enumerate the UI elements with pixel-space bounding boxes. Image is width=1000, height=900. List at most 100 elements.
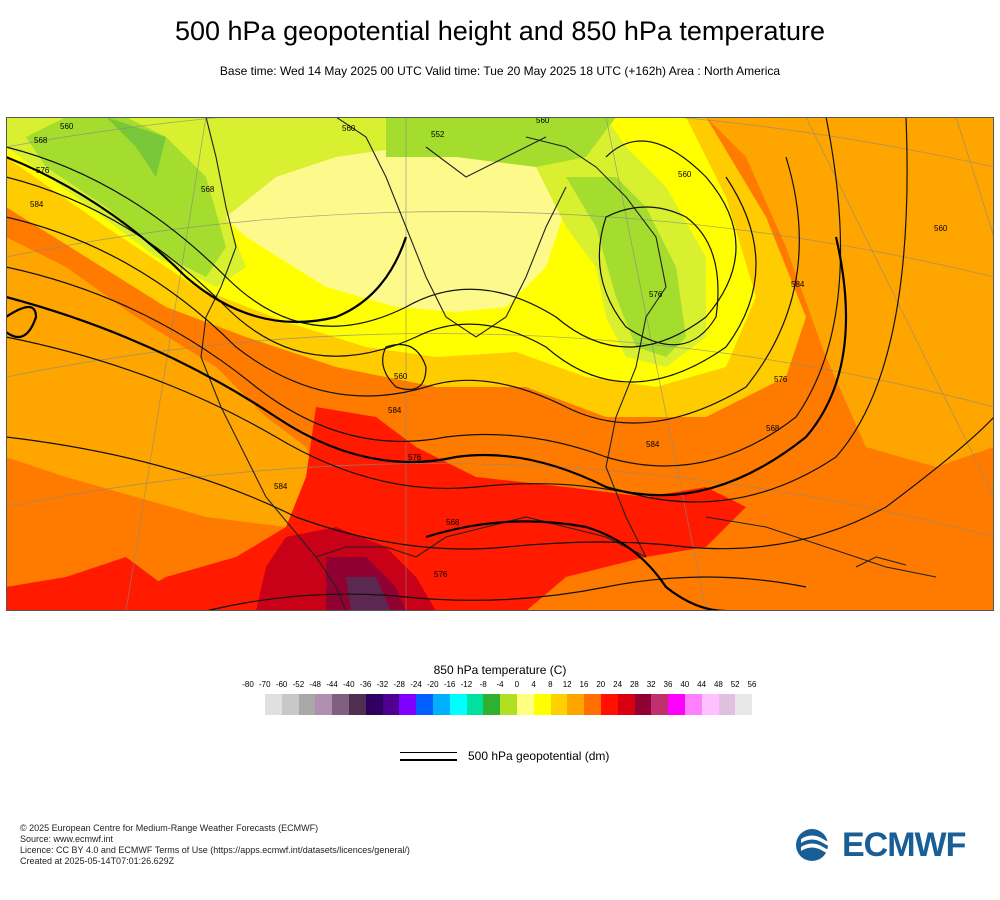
colorbar-swatch	[617, 694, 635, 715]
ecmwf-logo-icon	[796, 829, 839, 861]
coastlines	[200, 117, 937, 611]
colorbar-tick-label: 44	[697, 680, 707, 689]
colorbar-tick-label: 48	[713, 680, 723, 689]
colorbar-swatch	[634, 694, 652, 715]
colorbar-swatch	[684, 694, 702, 715]
colorbar-tick-label: 20	[596, 680, 606, 689]
colorbar-swatch	[516, 694, 534, 715]
colorbar-tick-label: -52	[292, 680, 305, 689]
geopotential-contours	[6, 117, 994, 611]
geopotential-legend-label: 500 hPa geopotential (dm)	[468, 749, 610, 763]
colorbar-swatch	[483, 694, 501, 715]
colorbar-tick-label: 16	[579, 680, 589, 689]
contour-label: 584	[388, 406, 402, 415]
temp-fill-light-orange-east	[706, 117, 994, 467]
colorbar-tick-label: -44	[326, 680, 338, 689]
colorbar-swatch	[281, 694, 299, 715]
colorbar-swatch	[584, 694, 601, 715]
contour-label: 552	[431, 130, 445, 139]
contour-label: 584	[646, 440, 660, 449]
temp-fill-red	[106, 407, 746, 611]
temp-fill-light-orange-west	[6, 237, 326, 527]
colorbar-tick-label: -48	[309, 680, 321, 689]
colorbar-swatch	[550, 694, 568, 715]
footer-source: Source: www.ecmwf.int	[20, 834, 114, 844]
colorbar-swatch	[500, 694, 517, 715]
colorbar-tick-label: -8	[479, 680, 487, 689]
colorbar-swatch	[399, 694, 417, 715]
colorbar-tick-label: -70	[259, 680, 271, 689]
colorbar-swatch	[567, 694, 585, 715]
colorbar-tick-label: -16	[443, 680, 456, 689]
colorbar-swatch	[265, 694, 282, 715]
colorbar-swatch	[449, 694, 467, 715]
colorbar-tick-label: 24	[613, 680, 623, 689]
temp-fill-green-nw-core	[106, 117, 166, 177]
colorbar-tick-label: -4	[496, 680, 504, 689]
footer-credits: © 2025 European Centre for Medium-Range …	[20, 823, 410, 867]
colorbar-tick-label: 28	[629, 680, 639, 689]
colorbar-swatch	[432, 694, 450, 715]
contour-label: 584	[274, 482, 288, 491]
colorbar-tick-label: 56	[747, 680, 757, 689]
contour-label: 560	[60, 122, 74, 131]
colorbar-tick-label: 32	[646, 680, 656, 689]
chart-subtitle: Base time: Wed 14 May 2025 00 UTC Valid …	[219, 64, 781, 78]
contour-label: 568	[34, 136, 48, 145]
contour-label: 576	[36, 166, 50, 175]
colorbar-swatch	[315, 694, 333, 715]
colorbar-swatch	[332, 694, 349, 715]
colorbar-tick-label: 4	[531, 680, 536, 689]
colorbar-swatch	[651, 694, 669, 715]
colorbar-tick-label: -32	[376, 680, 389, 689]
contour-label: 560	[394, 372, 408, 381]
colorbar-tick-label: -80	[242, 680, 254, 689]
colorbar-tick-label: 40	[680, 680, 690, 689]
colorbar-swatch	[735, 694, 753, 715]
colorbar-tick-label: 0	[514, 680, 520, 689]
colorbar-swatch	[701, 694, 719, 715]
contour-label: 576	[434, 570, 448, 579]
contour-labels: 560 568 576 584 560 552 560 568 576 584 …	[30, 117, 948, 579]
map-frame	[6, 117, 994, 611]
colorbar-swatch	[718, 694, 736, 715]
colorbar-tick-label: -36	[359, 680, 372, 689]
contour-label: 560	[934, 224, 948, 233]
footer-licence: Licence: CC BY 4.0 and ECMWF Terms of Us…	[20, 845, 410, 855]
colorbar-tick-label: 12	[562, 680, 572, 689]
contour-label: 568	[201, 185, 215, 194]
geopotential-legend-line	[400, 750, 457, 762]
temp-fill-green-north	[386, 117, 616, 167]
temp-fill-green-east	[566, 177, 686, 357]
chart-title: 500 hPa geopotential height and 850 hPa …	[174, 16, 825, 46]
colorbar-tick-label: 52	[730, 680, 740, 689]
contour-label: 576	[649, 290, 663, 299]
colorbar-title: 850 hPa temperature (C)	[433, 663, 567, 677]
contour-label: 576	[408, 453, 422, 462]
colorbar-swatch	[382, 694, 400, 715]
colorbar-tick-label: -20	[427, 680, 439, 689]
colorbar-tick-label: 36	[663, 680, 673, 689]
contour-label: 584	[30, 200, 44, 209]
colorbar-tick-label: -28	[393, 680, 405, 689]
ecmwf-logo: ECMWF	[795, 826, 985, 864]
ecmwf-logo-text: ECMWF	[842, 826, 966, 864]
contour-label: 568	[766, 424, 780, 433]
footer-copyright: © 2025 European Centre for Medium-Range …	[20, 823, 319, 833]
colorbar-ticks: -80 -70 -60 -52 -48 -44 -40 -36 -32 -28 -24 -20 -16-…	[236, 680, 766, 694]
colorbar-swatch	[348, 694, 366, 715]
colorbar-swatch	[533, 694, 551, 715]
colorbar-swatch	[365, 694, 383, 715]
lat-lon-grid	[6, 117, 994, 611]
geopotential-contours-bold	[6, 155, 848, 611]
colorbar	[265, 694, 753, 715]
colorbar-tick-label: -12	[460, 680, 473, 689]
footer-created: Created at 2025-05-14T07:01:26.629Z	[20, 856, 175, 866]
contour-label: 560	[342, 124, 356, 133]
colorbar-tick-label: -40	[343, 680, 355, 689]
colorbar-swatch	[466, 694, 484, 715]
contour-label: 568	[446, 518, 460, 527]
forecast-map: 560 568 576 584 560 552 560 568 576 584 …	[6, 117, 994, 611]
colorbar-swatch	[668, 694, 685, 715]
contour-label: 560	[536, 117, 550, 125]
